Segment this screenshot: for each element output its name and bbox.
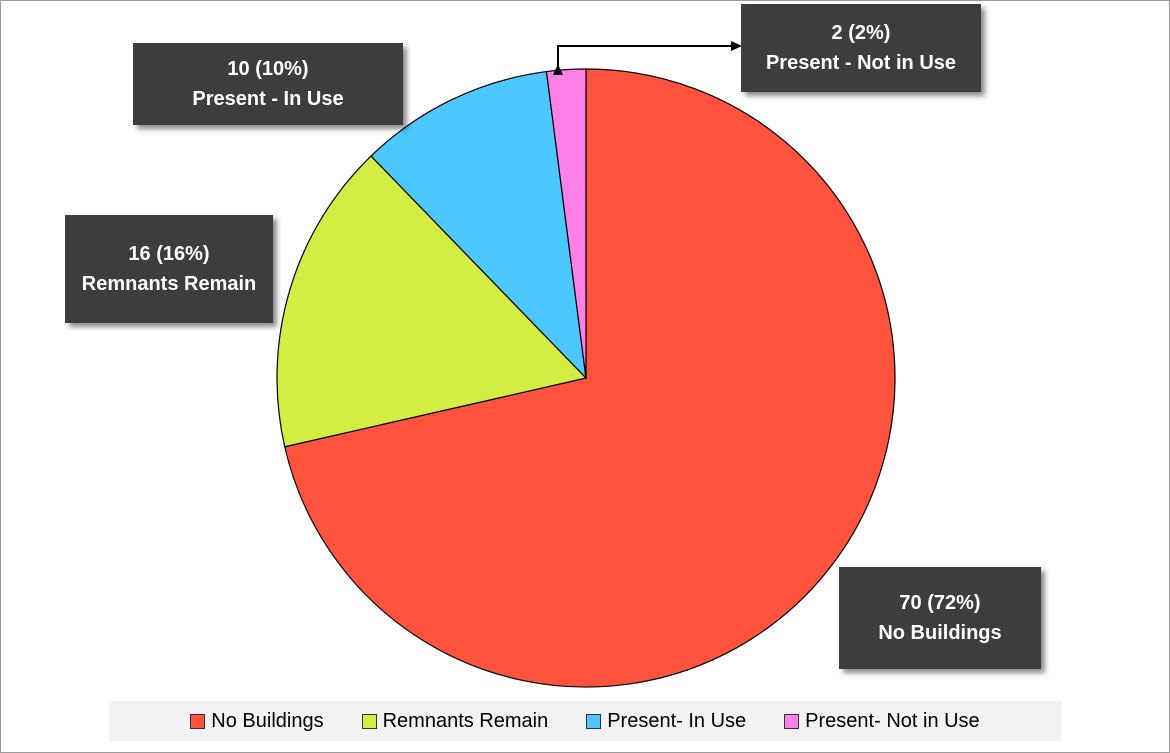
data-label-value: 16 (16%) — [128, 243, 210, 265]
data-label-category: No Buildings — [878, 622, 1002, 644]
leader-arrowhead-down — [553, 64, 563, 75]
legend-label: No Buildings — [211, 709, 324, 732]
data-label-category: Present - In Use — [192, 88, 344, 110]
pie-slice-no-buildings[interactable] — [284, 68, 896, 688]
pie-slice-present-in-use[interactable] — [370, 70, 587, 380]
data-label-no-buildings: 70 (72%) No Buildings — [839, 567, 1041, 669]
legend-entry-no-buildings[interactable]: No Buildings — [190, 709, 324, 733]
legend-entry-present-not-in-use[interactable]: Present- Not in Use — [784, 710, 980, 733]
legend-label: Present- In Use — [607, 709, 747, 732]
legend-label: Present- Not in Use — [805, 709, 980, 732]
data-label-present-in-use: 10 (10%) Present - In Use — [133, 43, 403, 125]
legend-entry-present-in-use[interactable]: Present- In Use — [586, 710, 746, 733]
legend: No Buildings Remnants Remain Present- In… — [109, 701, 1061, 741]
data-label-category: Present - Not in Use — [765, 52, 957, 74]
pie-slice-present-not-in-use[interactable] — [545, 68, 587, 379]
data-label-value: 2 (2%) — [831, 22, 891, 44]
pie-slices — [276, 68, 896, 688]
legend-swatch — [784, 713, 800, 729]
data-label-category: Remnants Remain — [81, 273, 257, 295]
data-label-value: 70 (72%) — [899, 592, 981, 614]
data-label-value: 10 (10%) — [227, 58, 309, 80]
leader-arrowhead-right — [731, 41, 742, 51]
legend-entry-remnants-remain[interactable]: Remnants Remain — [361, 709, 549, 733]
legend-swatch — [190, 713, 206, 729]
legend-swatch — [361, 713, 377, 729]
leader-line — [553, 41, 742, 75]
legend-swatch — [586, 713, 602, 729]
data-label-present-not-in-use: 2 (2%) Present - Not in Use — [741, 4, 981, 92]
legend-label: Remnants Remain — [382, 709, 549, 732]
pie-slice-remnants-remain[interactable] — [276, 155, 588, 448]
data-label-remnants-remain: 16 (16%) Remnants Remain — [65, 215, 273, 323]
